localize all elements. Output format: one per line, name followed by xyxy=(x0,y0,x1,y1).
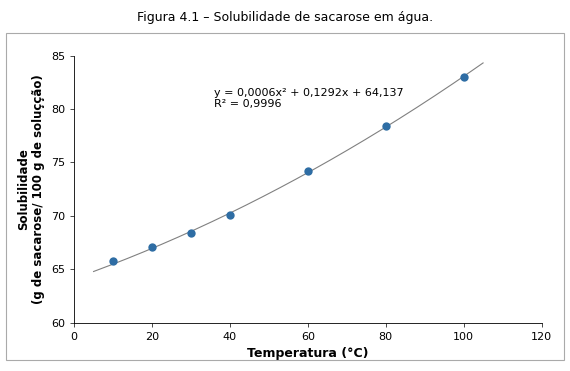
Point xyxy=(303,168,312,174)
Text: y = 0,0006x² + 0,1292x + 64,137
R² = 0,9996: y = 0,0006x² + 0,1292x + 64,137 R² = 0,9… xyxy=(214,88,404,109)
Point xyxy=(459,74,468,80)
Point xyxy=(186,230,196,236)
Point xyxy=(381,123,390,129)
X-axis label: Temperatura (°C): Temperatura (°C) xyxy=(247,347,369,360)
Point xyxy=(225,212,234,218)
Text: Figura 4.1 – Solubilidade de sacarose em água.: Figura 4.1 – Solubilidade de sacarose em… xyxy=(137,11,433,24)
Point xyxy=(108,258,117,264)
Point xyxy=(148,244,157,250)
Y-axis label: Solubilidade
(g de sacarose/ 100 g de soluçção): Solubilidade (g de sacarose/ 100 g de so… xyxy=(18,74,46,304)
